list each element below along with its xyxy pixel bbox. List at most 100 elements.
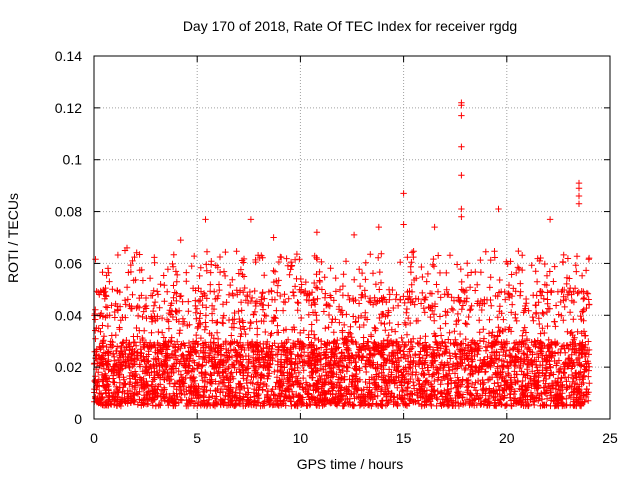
data-point (165, 398, 173, 405)
data-point (392, 328, 399, 335)
data-point (422, 377, 430, 384)
data-point (168, 337, 175, 345)
data-point (310, 331, 318, 338)
y-tick-label: 0.12 (55, 100, 82, 116)
data-point (126, 339, 133, 347)
y-tick-label: 0.06 (55, 255, 82, 271)
data-point (520, 327, 527, 334)
data-point (530, 317, 537, 324)
data-point (449, 306, 457, 314)
data-point (294, 307, 301, 314)
data-point (422, 333, 429, 340)
data-point (294, 299, 301, 306)
chart-title: Day 170 of 2018, Rate Of TEC Index for r… (183, 18, 517, 34)
data-point (454, 310, 462, 318)
data-point (419, 289, 426, 297)
data-point (252, 302, 259, 310)
data-point (221, 272, 229, 280)
data-point (165, 318, 172, 325)
data-point (185, 308, 192, 315)
data-point (472, 363, 479, 370)
data-point (308, 360, 315, 367)
data-point (414, 389, 421, 396)
data-point (176, 330, 183, 337)
data-point (518, 368, 525, 375)
data-point (214, 318, 221, 326)
data-point (467, 391, 475, 398)
data-point (254, 325, 261, 332)
data-point (333, 402, 341, 409)
data-point (437, 332, 445, 339)
data-point (376, 286, 383, 293)
data-point (453, 261, 461, 268)
data-point (476, 337, 484, 344)
data-point (95, 325, 102, 332)
data-point (203, 248, 211, 255)
data-point (313, 229, 321, 236)
data-point (160, 368, 167, 375)
data-point (262, 312, 270, 320)
data-point (191, 252, 198, 260)
data-point (329, 315, 336, 323)
data-point (371, 324, 378, 331)
data-point (124, 296, 131, 303)
data-point (225, 316, 233, 324)
data-point (564, 255, 572, 262)
data-point (397, 347, 404, 354)
data-point (570, 288, 577, 295)
data-point (161, 282, 168, 289)
data-point (274, 351, 281, 358)
data-point (372, 365, 379, 372)
data-point (476, 345, 483, 352)
data-point (555, 311, 562, 318)
data-point (173, 290, 180, 297)
data-point (282, 402, 289, 409)
data-point (116, 326, 123, 333)
data-point (336, 286, 344, 293)
data-point (286, 271, 293, 278)
data-point (352, 319, 359, 326)
data-point (410, 248, 417, 255)
data-point (494, 314, 501, 321)
data-point (536, 320, 543, 328)
data-point (524, 402, 532, 409)
data-point (106, 278, 113, 285)
data-point (92, 327, 99, 334)
data-point (197, 264, 204, 271)
data-point (376, 268, 383, 276)
data-point (464, 272, 471, 279)
data-point (136, 304, 143, 311)
data-point (529, 313, 536, 321)
data-point (418, 263, 425, 271)
data-point (343, 346, 350, 354)
data-point (570, 375, 577, 382)
data-point (350, 313, 357, 320)
x-tick-label: 0 (90, 430, 98, 446)
data-point (428, 290, 436, 297)
data-point (544, 296, 551, 303)
data-point (444, 402, 452, 410)
data-point (586, 301, 593, 308)
data-point (280, 372, 288, 379)
data-point (170, 251, 177, 258)
data-point (271, 340, 278, 347)
data-point (270, 267, 277, 274)
data-point (311, 335, 319, 342)
data-point (464, 260, 471, 267)
data-point (520, 349, 527, 357)
data-point (443, 286, 450, 293)
data-point (350, 231, 358, 239)
data-point (169, 263, 177, 270)
data-point (150, 302, 158, 309)
data-point (277, 368, 284, 375)
data-point (321, 274, 328, 281)
data-point (219, 301, 227, 308)
data-point (431, 317, 438, 324)
data-point (554, 375, 562, 382)
data-point (180, 352, 187, 360)
data-point (347, 323, 354, 330)
data-point (420, 305, 427, 312)
data-point (313, 316, 320, 324)
data-point (444, 376, 451, 383)
y-axis-label: ROTI / TECUs (5, 193, 21, 283)
